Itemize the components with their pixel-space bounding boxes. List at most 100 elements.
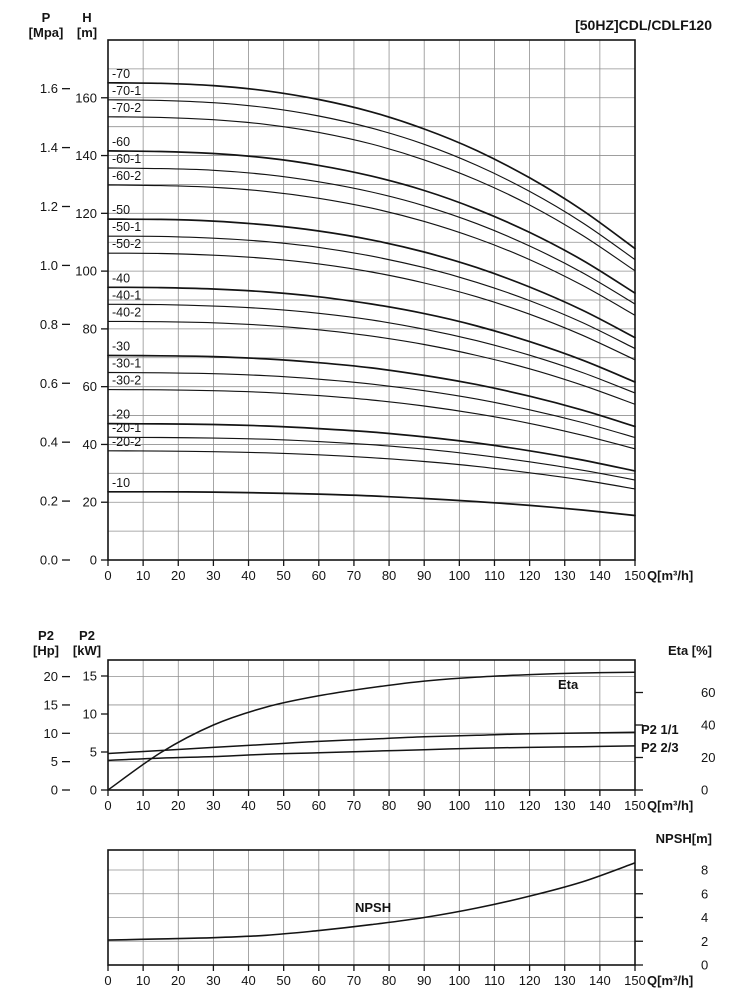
q-tick-label: 10 — [136, 568, 150, 583]
stage-curve-label: -70 — [112, 67, 130, 81]
npsh-tick-label: 8 — [701, 863, 708, 878]
npsh-axis-title: NPSH[m] — [656, 831, 712, 846]
q-tick-label: 0 — [104, 798, 111, 813]
q-tick-label: 60 — [312, 568, 326, 583]
q-tick-label: 100 — [448, 798, 470, 813]
h-tick-label: 60 — [83, 379, 97, 394]
q-tick-label: 20 — [171, 798, 185, 813]
q-axis-unit-label: Q[m³/h] — [647, 798, 693, 813]
p-tick-label: 0.8 — [40, 317, 58, 332]
head-curve-stage-60-2 — [107, 184, 636, 316]
q-tick-label: 30 — [206, 973, 220, 988]
stage-curve-label: -30 — [112, 339, 130, 353]
head-curve-stage-40 — [107, 286, 636, 383]
kw-axis-title: P2 — [79, 628, 95, 643]
q-tick-label: 30 — [206, 798, 220, 813]
stage-curve-label: -20-1 — [112, 421, 141, 435]
q-tick-label: 0 — [104, 973, 111, 988]
eta-tick-label: 60 — [701, 685, 715, 700]
p-axis-unit: [Mpa] — [29, 25, 64, 40]
stage-curve-label: -50-1 — [112, 220, 141, 234]
eta-curve-label: Eta — [558, 677, 579, 692]
head-curve-stage-50 — [107, 218, 636, 339]
q-tick-label: 70 — [347, 568, 361, 583]
stage-curve-label: -40-1 — [112, 288, 141, 302]
eta-tick-label: 40 — [701, 718, 715, 733]
npsh-tick-label: 2 — [701, 934, 708, 949]
kw-tick-label: 10 — [83, 707, 97, 722]
stage-curve-label: -40 — [112, 271, 130, 285]
stage-curve-label: -70-1 — [112, 84, 141, 98]
q-axis-unit-label: Q[m³/h] — [647, 568, 693, 583]
h-axis-unit: [m] — [77, 25, 97, 40]
q-tick-label: 140 — [589, 973, 611, 988]
q-tick-label: 10 — [136, 973, 150, 988]
q-tick-label: 70 — [347, 973, 361, 988]
p2-full-curve-label: P2 1/1 — [641, 722, 679, 737]
npsh-tick-label: 6 — [701, 886, 708, 901]
q-tick-label: 80 — [382, 973, 396, 988]
h-tick-label: 100 — [75, 264, 97, 279]
stage-curve-label: -20 — [112, 408, 130, 422]
q-tick-label: 150 — [624, 568, 646, 583]
q-tick-label: 40 — [241, 798, 255, 813]
h-tick-label: 0 — [90, 553, 97, 568]
q-tick-label: 0 — [104, 568, 111, 583]
p-tick-label: 0.6 — [40, 376, 58, 391]
h-tick-label: 20 — [83, 495, 97, 510]
stage-curve-label: -60-1 — [112, 152, 141, 166]
stage-curve-label: -50-2 — [112, 237, 141, 251]
q-tick-label: 10 — [136, 798, 150, 813]
q-tick-label: 140 — [589, 798, 611, 813]
hp-tick-label: 5 — [51, 754, 58, 769]
h-tick-label: 140 — [75, 148, 97, 163]
q-tick-label: 90 — [417, 973, 431, 988]
kw-tick-label: 5 — [90, 745, 97, 760]
h-axis-title: H — [82, 10, 91, 25]
power-grid — [108, 660, 635, 790]
hp-tick-label: 20 — [44, 669, 58, 684]
q-tick-label: 130 — [554, 973, 576, 988]
npsh-frame — [107, 849, 636, 966]
q-axis-unit-label: Q[m³/h] — [647, 973, 693, 988]
head-frame — [107, 39, 636, 561]
stage-curve-label: -70-2 — [112, 101, 141, 115]
eta-tick-label: 20 — [701, 750, 715, 765]
hp-tick-label: 15 — [44, 697, 58, 712]
head-curve-stage-20-2 — [107, 450, 636, 490]
head-curve-stage-70 — [107, 81, 636, 250]
eta-axis-title: Eta [%] — [668, 643, 712, 658]
head-curve-stage-30 — [107, 354, 636, 428]
head-curve-stage-30-1 — [107, 371, 636, 439]
q-tick-label: 60 — [312, 798, 326, 813]
q-tick-label: 110 — [484, 568, 505, 583]
q-tick-label: 40 — [241, 973, 255, 988]
q-tick-label: 20 — [171, 973, 185, 988]
power-curve-p2-1-1 — [107, 731, 636, 755]
head-curve-stage-60-1 — [107, 167, 636, 305]
h-tick-label: 40 — [83, 437, 97, 452]
head-curve-stage-60 — [107, 150, 636, 294]
hp-tick-label: 10 — [44, 726, 58, 741]
q-tick-label: 130 — [554, 798, 576, 813]
eta-tick-label: 0 — [701, 783, 708, 798]
p-tick-label: 1.0 — [40, 258, 58, 273]
stage-curve-label: -30-2 — [112, 374, 141, 388]
q-tick-label: 100 — [448, 568, 470, 583]
head-curve-stage-50-1 — [107, 235, 636, 350]
stage-curve-label: -60 — [112, 135, 130, 149]
head-chart: 0204060801001201401600.00.20.40.60.81.01… — [29, 10, 713, 583]
p-tick-label: 0.4 — [40, 435, 58, 450]
kw-axis-unit: [kW] — [73, 643, 101, 658]
q-tick-label: 110 — [484, 798, 505, 813]
head-curve-stage-50-2 — [107, 252, 636, 361]
head-curve-stage-30-2 — [107, 389, 636, 450]
p-tick-label: 1.4 — [40, 140, 58, 155]
q-tick-label: 90 — [417, 798, 431, 813]
head-curve-stage-40-1 — [107, 303, 636, 394]
p-tick-label: 0.0 — [40, 553, 58, 568]
